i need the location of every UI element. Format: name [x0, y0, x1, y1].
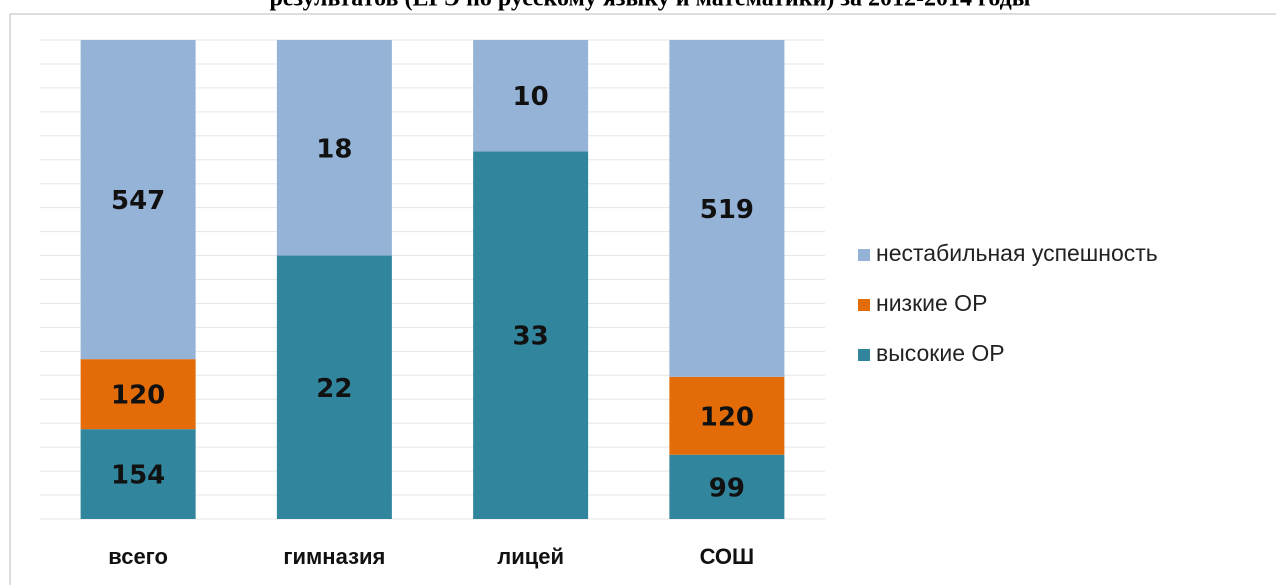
data-label: 18 [316, 134, 352, 164]
bar-segment [669, 40, 785, 377]
bar-segment [276, 40, 392, 256]
data-label: 10 [513, 82, 549, 112]
legend-swatch [858, 249, 870, 261]
data-label: 99 [709, 473, 745, 503]
data-label: 120 [111, 381, 165, 411]
bar-segment [80, 40, 196, 360]
x-tick-label: СОШ [700, 544, 755, 569]
bar-segment [80, 429, 196, 519]
data-label: 22 [316, 374, 352, 404]
bar-segment [669, 454, 785, 519]
chart-frame [9, 13, 1276, 585]
legend-label: нестабильная успешность [876, 240, 1158, 266]
legend-swatch [858, 299, 870, 311]
legend-swatch [858, 349, 870, 361]
bar-segment [473, 40, 589, 152]
bar-segment [276, 255, 392, 520]
x-tick-label: гимназия [283, 544, 385, 569]
data-label: 519 [700, 195, 754, 225]
x-tick-label: всего [108, 544, 168, 569]
data-label: 33 [513, 322, 549, 352]
bar-segment [473, 151, 589, 519]
data-label: 154 [111, 461, 165, 491]
legend-label: низкие ОР [876, 290, 987, 316]
bar-segment [669, 376, 785, 455]
x-tick-label: лицей [497, 544, 564, 569]
data-label: 120 [700, 402, 754, 432]
legend-label: высокие ОР [876, 340, 1005, 366]
chart-title: результатов (ЕГЭ по русскому языку и мат… [269, 0, 1030, 12]
bar-segment [80, 359, 196, 430]
data-label: 547 [111, 186, 165, 216]
